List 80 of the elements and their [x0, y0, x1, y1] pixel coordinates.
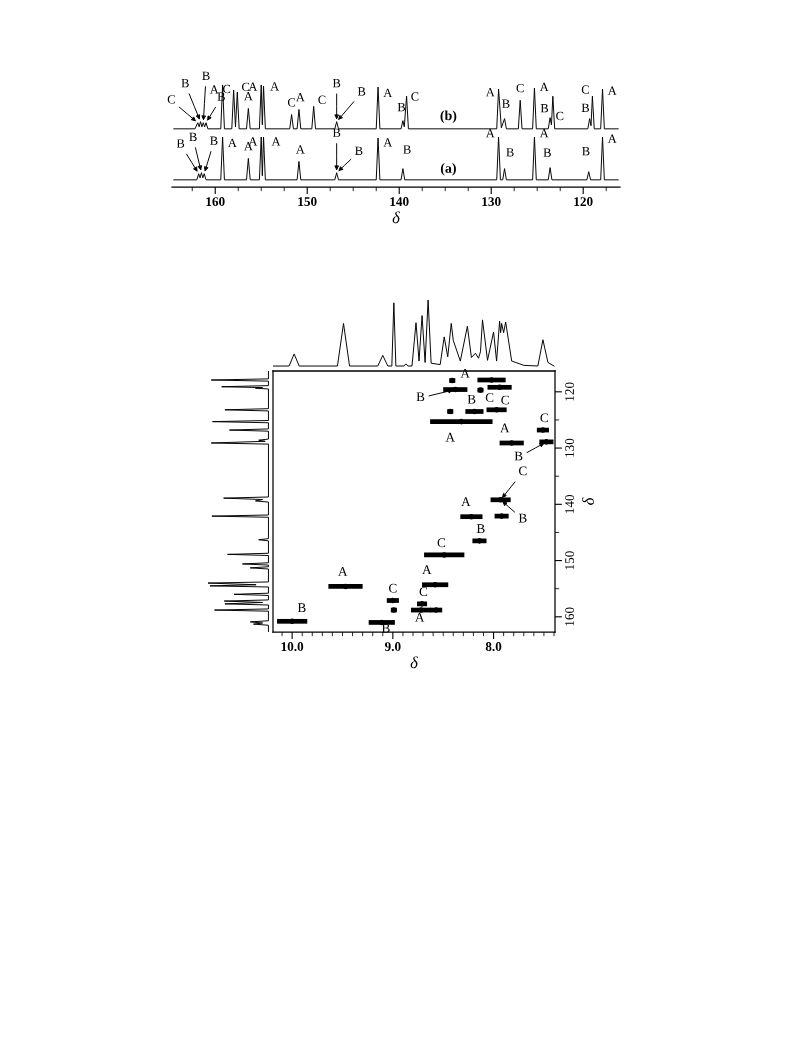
annotation: A — [500, 423, 510, 433]
x-tick-label: 10.0 — [281, 642, 304, 652]
annotation: A — [445, 432, 455, 442]
annotation: A — [338, 567, 348, 576]
annotation: B — [397, 103, 406, 112]
annotation: B — [202, 71, 210, 80]
x-tick-label: 120 — [574, 197, 593, 207]
series-label: (b) — [440, 110, 457, 124]
y-tick-label: 130 — [565, 438, 575, 457]
y-axis-title: δ — [582, 497, 594, 505]
x-axis-title: δ — [410, 656, 419, 669]
annotation: C — [518, 466, 527, 476]
y-tick-label: 140 — [565, 494, 575, 514]
annotation: C — [223, 84, 231, 94]
annotation: A — [227, 138, 237, 147]
annotation: A — [485, 128, 495, 138]
annotation: B — [332, 128, 341, 137]
annotation: B — [476, 524, 485, 533]
annotation: A — [461, 497, 471, 506]
annotation: A — [248, 82, 258, 91]
annotation: B — [355, 146, 363, 155]
annotation: C — [516, 83, 524, 93]
series-label: (a) — [440, 163, 456, 176]
annotation: B — [210, 136, 218, 145]
annotation: B — [176, 139, 185, 148]
x-tick-label: 9.0 — [384, 642, 401, 652]
annotation: A — [383, 88, 393, 97]
annotation: C — [501, 395, 509, 405]
annotation: A — [271, 137, 281, 146]
annotation: B — [518, 513, 527, 523]
annotation: B — [467, 394, 476, 404]
x-tick-label: 140 — [390, 197, 409, 207]
annotation: B — [381, 623, 390, 633]
x-tick-label: 160 — [206, 197, 225, 207]
annotation: A — [415, 612, 425, 622]
x-axis-title: δ — [392, 211, 401, 224]
annotation: C — [388, 583, 397, 593]
annotation: B — [332, 79, 341, 88]
annotation: A — [422, 565, 432, 575]
annotation: C — [419, 587, 428, 597]
x-tick-label: 150 — [298, 197, 317, 207]
annotation: B — [514, 451, 523, 461]
y-tick-label: 150 — [565, 551, 575, 570]
annotation: B — [582, 147, 590, 156]
annotation: B — [581, 103, 590, 112]
annotation: A — [209, 85, 219, 94]
x-tick-label: 130 — [482, 197, 501, 207]
annotation: A — [539, 82, 549, 92]
annotation: C — [241, 82, 250, 92]
annotation: C — [411, 92, 419, 101]
annotation: B — [416, 392, 425, 402]
annotation: B — [357, 87, 366, 96]
annotation: C — [437, 538, 446, 548]
annotation: B — [543, 148, 551, 157]
annotation: A — [607, 134, 617, 143]
annotation: C — [287, 98, 296, 107]
annotation: B — [403, 145, 411, 154]
annotation: B — [181, 79, 189, 88]
annotation: B — [189, 132, 197, 142]
annotation: C — [485, 393, 494, 402]
annotation: A — [539, 128, 549, 138]
annotation: B — [502, 99, 510, 108]
annotation: B — [540, 104, 549, 113]
annotation: C — [318, 95, 326, 104]
annotation: C — [540, 413, 548, 423]
annotation: C — [556, 111, 564, 121]
annotation: C — [581, 85, 589, 94]
y-tick-label: 120 — [565, 382, 575, 401]
annotation: A — [243, 92, 253, 101]
y-tick-label: 160 — [565, 607, 575, 626]
annotation: C — [167, 95, 175, 104]
annotation: B — [297, 603, 306, 613]
annotation: A — [295, 93, 305, 102]
annotation: B — [506, 148, 514, 157]
annotation: A — [383, 138, 393, 147]
annotation: A — [607, 86, 617, 95]
annotation: A — [270, 82, 280, 91]
annotation: A — [485, 87, 495, 97]
x-tick-label: 8.0 — [485, 642, 502, 652]
annotation: A — [295, 145, 305, 154]
